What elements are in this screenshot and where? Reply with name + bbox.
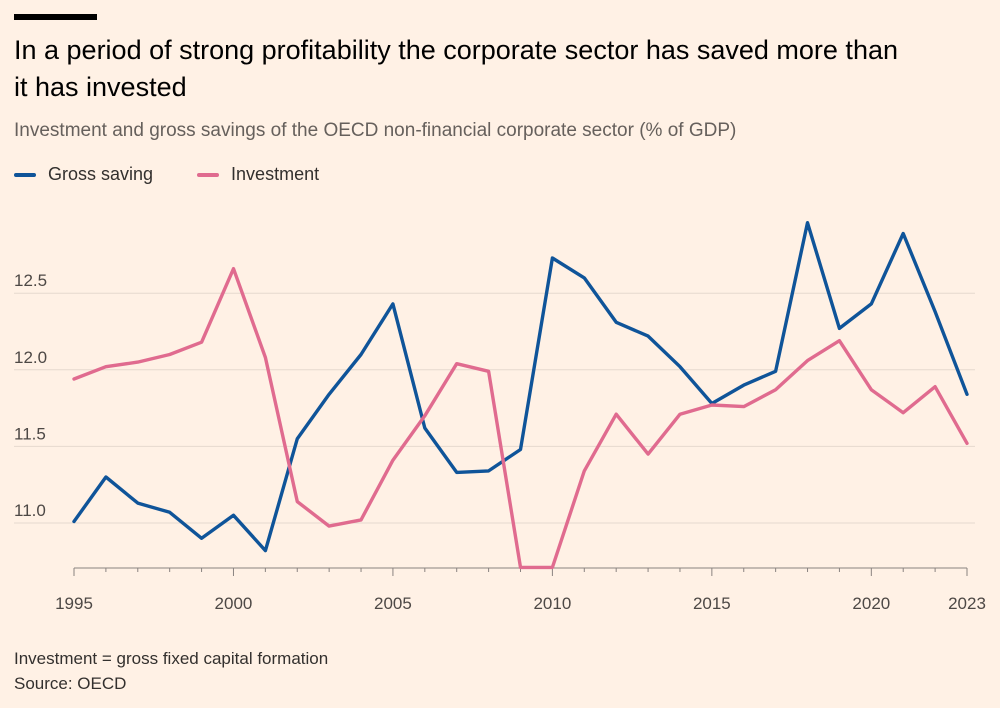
legend-swatch-investment <box>197 172 220 177</box>
legend-item-investment: Investment <box>197 164 319 185</box>
x-tick-label-2010: 2010 <box>533 594 571 613</box>
legend-swatch-gross-saving <box>14 172 36 177</box>
y-axis-tick-labels: 11.0 11.5 12.0 12.5 <box>14 271 47 520</box>
gridlines <box>14 292 975 524</box>
footnote-source: Source: OECD <box>14 674 127 693</box>
legend-item-gross-saving: Gross saving <box>14 164 153 185</box>
legend-label-investment: Investment <box>231 164 320 184</box>
brand-top-bar <box>14 14 97 20</box>
x-tick-label-2023: 2023 <box>948 594 986 613</box>
series-line-investment <box>72 267 969 570</box>
y-tick-label-11.0: 11.0 <box>14 501 46 520</box>
x-tick-label-1995: 1995 <box>55 594 93 613</box>
x-tick-label-2020: 2020 <box>852 594 890 613</box>
legend-label-gross-saving: Gross saving <box>48 164 154 184</box>
y-tick-label-12.0: 12.0 <box>14 348 47 367</box>
x-tick-label-2005: 2005 <box>374 594 412 613</box>
x-tick-label-2000: 2000 <box>215 594 253 613</box>
footnote: Investment = gross fixed capital formati… <box>14 646 328 696</box>
y-tick-label-12.5: 12.5 <box>14 271 47 290</box>
chart-subtitle: Investment and gross savings of the OECD… <box>14 120 737 141</box>
chart-title: In a period of strong profitability the … <box>14 35 898 102</box>
legend: Gross saving Investment <box>14 164 363 185</box>
x-axis: 1995 2000 2005 2010 2015 2020 2023 <box>55 567 986 613</box>
footnote-definition: Investment = gross fixed capital formati… <box>14 649 329 668</box>
y-tick-label-11.5: 11.5 <box>14 424 46 443</box>
series-lines <box>72 220 969 570</box>
series-line-gross-saving <box>72 220 969 553</box>
x-tick-label-2015: 2015 <box>693 594 731 613</box>
